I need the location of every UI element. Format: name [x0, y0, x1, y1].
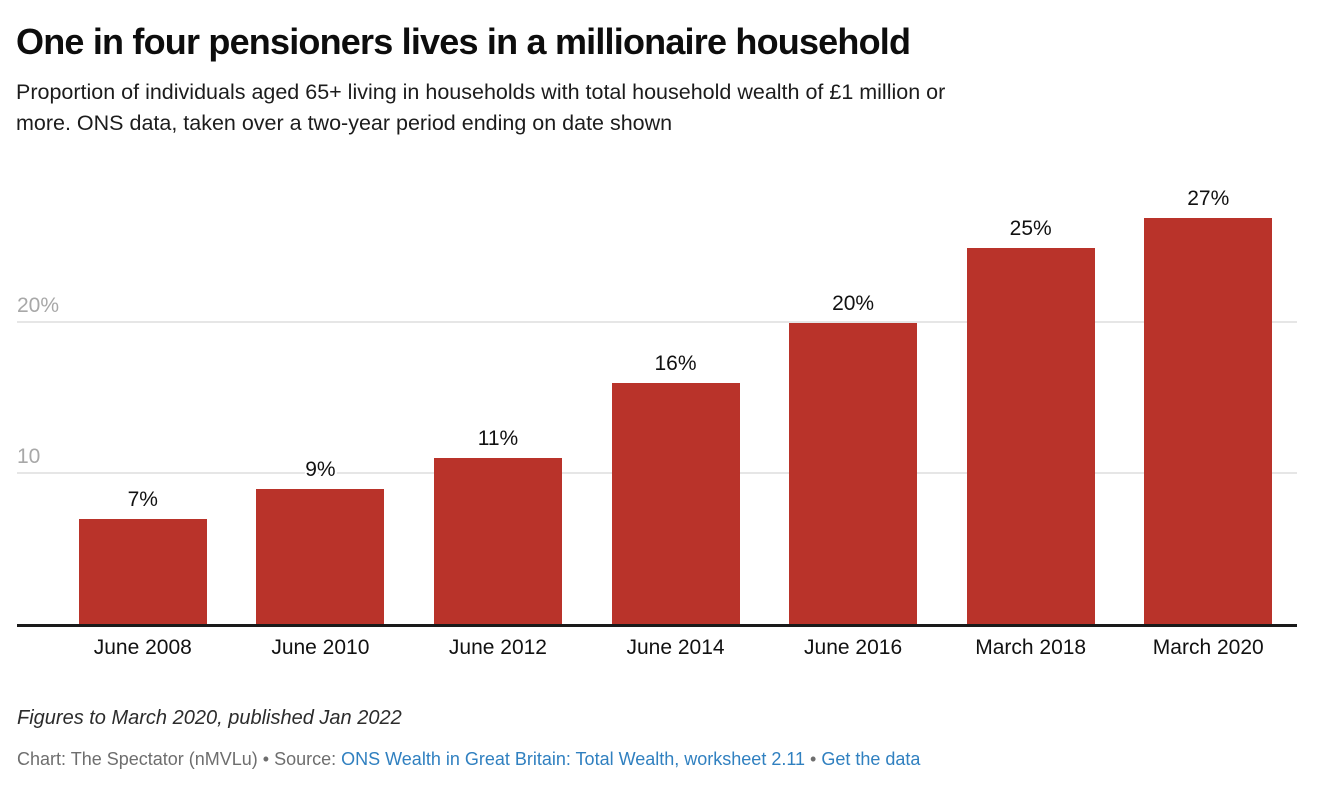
- bar-column-3: 11%: [409, 180, 587, 624]
- x-axis-label: March 2018: [975, 636, 1087, 659]
- y-axis-label-20: 20%: [17, 294, 60, 317]
- attribution-prefix: Chart: The Spectator (nMVLu) • Source:: [17, 749, 342, 769]
- bar-column-1: 7%: [54, 180, 232, 624]
- x-axis-label: June 2010: [271, 636, 370, 659]
- categories-row: June 2008 June 2010 June 2012 June 2014 June…: [54, 636, 1297, 660]
- value-label: 11%: [477, 427, 519, 451]
- x-axis-label: June 2008: [93, 636, 192, 659]
- bar: [789, 323, 918, 624]
- value-label: 20%: [832, 292, 875, 315]
- bar-column-7: 27%: [1119, 180, 1297, 624]
- bar: [1144, 217, 1273, 624]
- x-axis-baseline: [17, 624, 1297, 627]
- get-the-data-link[interactable]: Get the data: [821, 749, 921, 769]
- bar: [611, 383, 740, 624]
- bar-column-4: 16%: [587, 180, 765, 624]
- bar-column-2: 9%: [232, 180, 410, 624]
- x-axis-label: June 2016: [804, 636, 903, 659]
- chart-subtitle-line-2: more. ONS data, taken over a two-year pe…: [16, 111, 673, 135]
- bar-column-6: 25%: [942, 180, 1120, 624]
- value-label: 16%: [654, 352, 697, 376]
- bar: [433, 458, 562, 624]
- bars-row: 7% 9% 11% 16% 20% 25% 27%: [54, 180, 1297, 624]
- chart-subtitle: Proportion of individuals aged 65+ livin…: [16, 77, 1316, 139]
- bar: [256, 488, 385, 624]
- source-link[interactable]: ONS Wealth in Great Britain: Total Wealt…: [341, 749, 806, 769]
- x-axis-label: June 2014: [626, 636, 725, 659]
- value-label: 9%: [305, 457, 336, 481]
- bar: [966, 247, 1095, 624]
- value-label: 25%: [1009, 216, 1052, 240]
- x-axis-label: June 2012: [448, 636, 547, 659]
- chart-header: One in four pensioners lives in a millio…: [16, 20, 1316, 139]
- chart-subtitle-line-1: Proportion of individuals aged 65+ livin…: [16, 80, 946, 104]
- bar-column-5: 20%: [764, 180, 942, 624]
- attribution-line: Chart: The Spectator (nMVLu) • Source: O…: [17, 749, 920, 770]
- bar-chart: 10 20% 7% 9% 11% 16% 20% 25% 27% June 2008 June …: [17, 180, 1297, 659]
- chart-title: One in four pensioners lives in a millio…: [16, 21, 911, 62]
- y-axis-label-10: 10: [17, 444, 41, 468]
- chart-note: Figures to March 2020, published Jan 202…: [17, 707, 402, 729]
- gridline-20: [17, 321, 1297, 323]
- bar: [78, 518, 207, 624]
- x-axis-label: March 2020: [1152, 636, 1264, 659]
- attribution-separator: •: [805, 749, 822, 769]
- value-label: 27%: [1187, 186, 1230, 210]
- value-label: 7%: [127, 487, 158, 511]
